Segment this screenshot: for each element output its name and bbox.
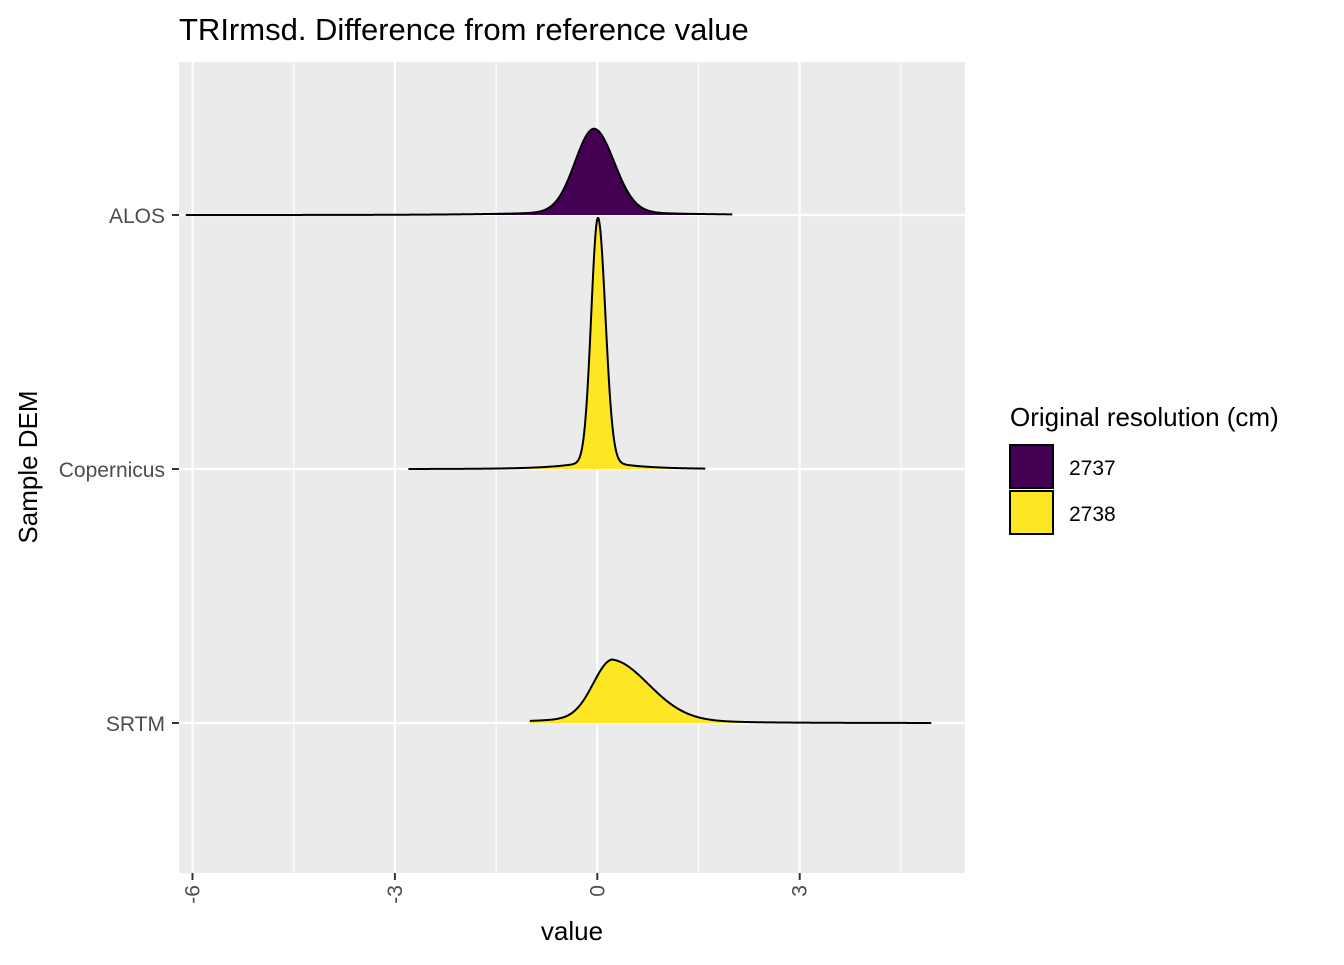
x-tick-label: -6 [181,885,204,904]
y-tick-label: SRTM [106,713,165,736]
density-outline-alos [185,127,733,216]
x-axis: -6 -3 0 3 [181,873,812,904]
legend-title: Original resolution (cm) [1010,402,1279,432]
x-tick-label: 0 [586,885,609,897]
density-outline-copernicus [408,216,706,470]
legend-key-2738 [1009,490,1054,535]
x-tick-label: 3 [789,885,812,897]
chart-title: TRIrmsd. Difference from reference value [179,12,749,47]
density-ridge-srtm [529,659,932,723]
legend-key-2737 [1009,444,1054,489]
x-tick-label: -3 [384,885,407,904]
density-outline-srtm [529,658,932,724]
y-tick-label: ALOS [109,205,165,228]
x-axis-title: value [541,916,603,946]
legend: Original resolution (cm) 2737 2738 [1009,402,1279,535]
y-tick-label: Copernicus [59,459,165,482]
minor-gridlines [293,62,902,873]
legend-label: 2738 [1069,503,1116,526]
y-axis-title: Sample DEM [13,390,43,543]
density-ridge-alos [185,128,733,215]
y-axis: ALOS Copernicus SRTM [59,205,179,736]
legend-label: 2737 [1069,457,1116,480]
density-ridges [185,127,932,724]
